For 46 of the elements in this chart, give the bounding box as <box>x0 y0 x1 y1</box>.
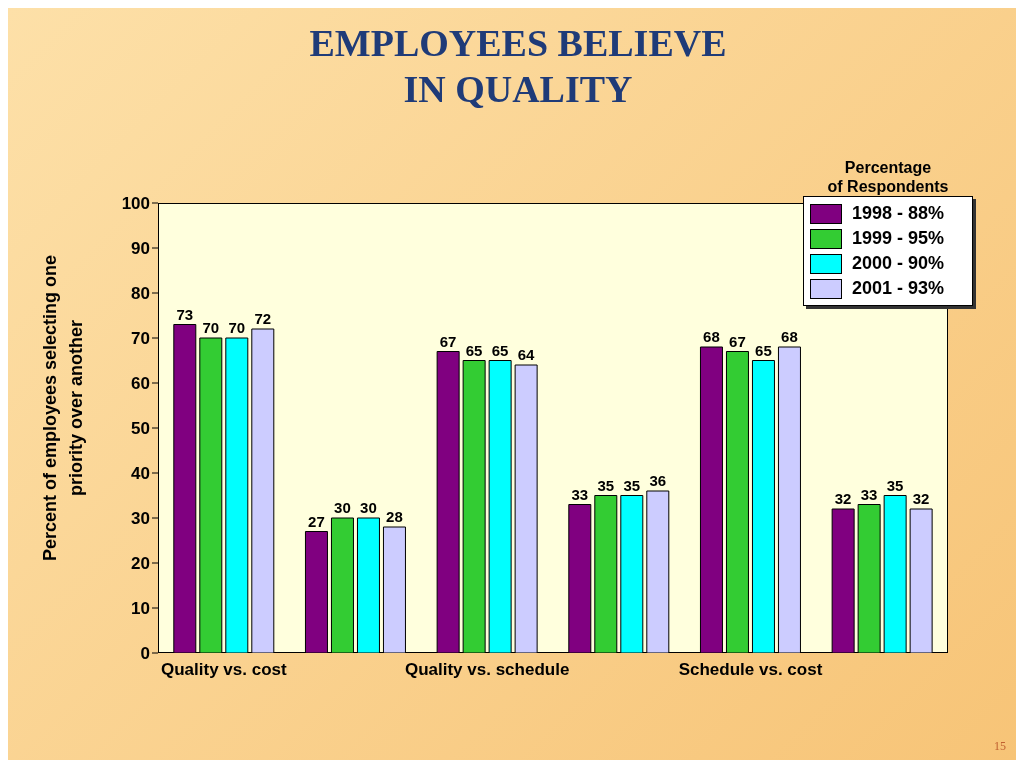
x-tick-label: Schedule vs. cost <box>678 660 823 679</box>
y-tick-label: 20 <box>131 554 150 574</box>
data-label: 33 <box>860 485 878 503</box>
data-label: 28 <box>386 508 403 525</box>
data-label: 72 <box>254 310 272 327</box>
data-label: 67 <box>729 332 746 350</box>
y-tick-label: 100 <box>121 194 150 214</box>
text: 15 <box>994 739 1006 754</box>
data-label: 33 <box>571 485 589 503</box>
data-label: 32 <box>912 490 930 507</box>
data-label: 70 <box>202 319 220 336</box>
data-label: 73 <box>176 305 194 323</box>
data-label: 65 <box>755 341 772 359</box>
y-tick-label: 80 <box>131 284 150 304</box>
y-tick-label: 50 <box>131 419 150 439</box>
y-tick-label: 30 <box>131 509 150 529</box>
data-label: 27 <box>308 512 325 530</box>
data-label: 35 <box>886 476 904 494</box>
data-label: 32 <box>834 490 852 507</box>
y-tick-label: 70 <box>131 329 150 349</box>
data-label: 30 <box>334 499 351 516</box>
data-label: 65 <box>491 341 509 359</box>
data-label: 68 <box>781 328 798 345</box>
data-label: 36 <box>649 472 667 489</box>
y-tick-label: 0 <box>140 644 150 664</box>
data-label: 68 <box>703 328 720 345</box>
y-tick-label: 90 <box>131 239 150 259</box>
data-label: 35 <box>623 476 641 494</box>
data-label: 30 <box>360 499 377 516</box>
legend-label: 2000 - 90% <box>852 253 945 274</box>
data-label: 65 <box>465 341 483 359</box>
y-tick-label: 60 <box>131 374 150 394</box>
legend-label: 1998 - 88% <box>852 203 945 224</box>
y-tick-label: 40 <box>131 464 150 484</box>
x-tick-label: Quality vs. cost <box>161 660 287 679</box>
legend-title: Percentage of Respondents <box>826 158 950 196</box>
legend-label: 2001 - 93% <box>852 278 945 299</box>
x-tick-label: Quality vs. schedule <box>404 660 570 679</box>
y-tick-label: 10 <box>131 599 150 619</box>
data-label: 70 <box>228 319 246 336</box>
data-label: 35 <box>597 476 615 494</box>
legend-label: 1999 - 95% <box>852 228 945 249</box>
data-label: 64 <box>517 346 536 363</box>
chart-title: EMPLOYEES BELIEVE IN QUALITY <box>308 21 728 112</box>
data-label: 67 <box>439 332 457 350</box>
y-axis-title: Percent of employees selecting one priority over another <box>39 254 87 562</box>
